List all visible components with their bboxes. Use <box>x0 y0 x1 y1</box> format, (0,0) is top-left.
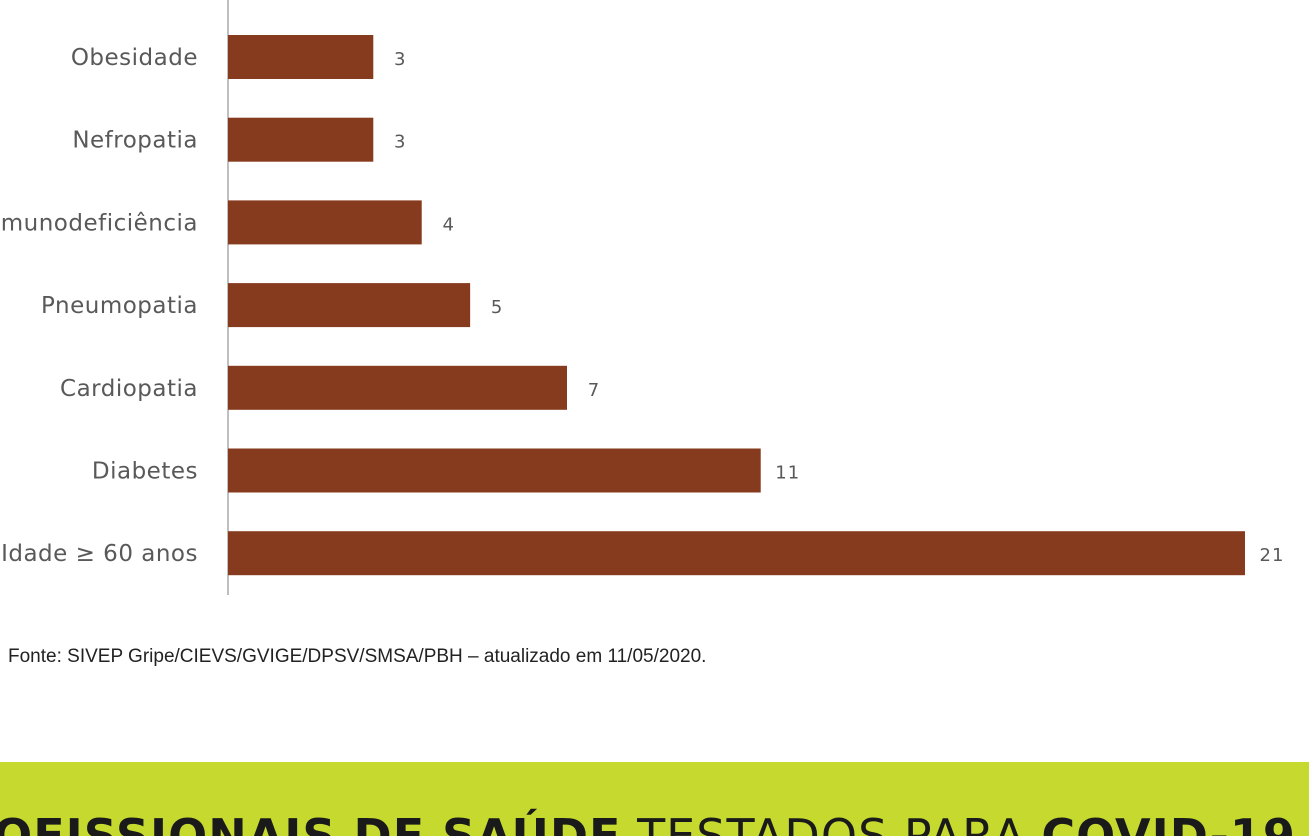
category-label: Diabetes <box>92 459 198 485</box>
bar <box>228 531 1245 576</box>
value-label: 21 <box>1260 545 1285 566</box>
banner-bold: COVID-19 <box>1041 809 1296 836</box>
banner-regular: TESTADOS PARA <box>636 809 1026 836</box>
value-label: 3 <box>394 132 406 153</box>
bar <box>228 35 374 79</box>
value-label: 3 <box>394 49 406 70</box>
category-label: Cardiopatia <box>60 376 198 402</box>
category-label: Obesidade <box>71 45 198 71</box>
bar <box>228 365 567 410</box>
category-label: Idade ≥ 60 anos <box>1 541 198 567</box>
value-label: 7 <box>588 380 600 401</box>
bar <box>228 200 422 245</box>
bar <box>228 448 761 493</box>
banner-bold: PROFISSIONAIS DE SAÚDE <box>0 809 621 836</box>
banner-background <box>0 762 1309 836</box>
value-label: 4 <box>442 214 454 235</box>
value-label: 11 <box>775 463 800 484</box>
bar <box>228 117 374 162</box>
bar <box>228 283 471 328</box>
source-note: Fonte: SIVEP Gripe/CIEVS/GVIGE/DPSV/SMSA… <box>8 646 706 667</box>
category-label: Imunodeficiência <box>0 210 198 236</box>
category-label: Pneumopatia <box>41 293 198 319</box>
category-label: Nefropatia <box>72 128 198 154</box>
banner-title: PROFISSIONAIS DE SAÚDE TESTADOS PARA COV… <box>0 809 1296 836</box>
value-label: 5 <box>491 297 503 318</box>
